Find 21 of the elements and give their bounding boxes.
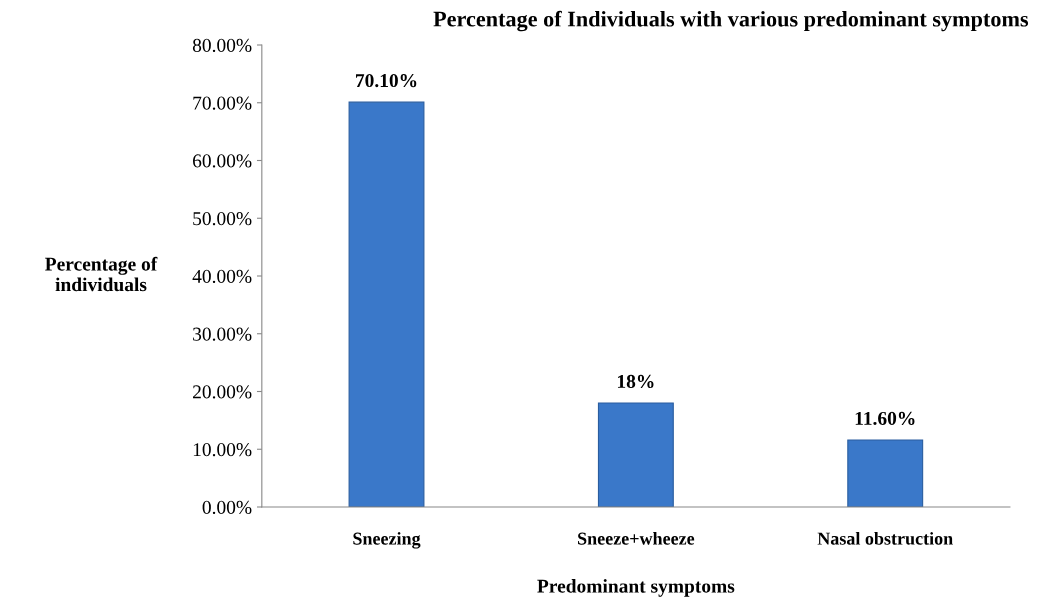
y-tick-label: 70.00%	[193, 96, 252, 110]
x-tick-label: Sneezing	[353, 532, 421, 549]
chart-title: Percentage of Individuals with various predominant symptoms	[433, 10, 1029, 32]
y-tick-label: 30.00%	[193, 327, 252, 341]
y-axis-title: Percentage of individuals	[45, 256, 158, 292]
bar	[597, 402, 674, 507]
y-tick-label: 50.00%	[193, 212, 252, 226]
data-label: 11.60%	[855, 411, 915, 426]
y-tick-label: 40.00%	[192, 269, 252, 284]
y-tick-label: 0.00%	[202, 500, 252, 515]
y-tick-label: 60.00%	[192, 154, 252, 168]
x-axis-title: Predominant symptoms	[537, 579, 735, 597]
bar	[847, 439, 924, 507]
y-tick-label: 10.00%	[193, 443, 252, 457]
y-tick-label: 20.00%	[193, 385, 252, 399]
bar	[348, 101, 425, 507]
y-tick-label: 80.00%	[192, 38, 252, 53]
x-tick-label: Nasal obstruction	[817, 532, 953, 545]
data-label: 18%	[617, 374, 654, 389]
x-tick-label: Sneeze+wheeze	[578, 532, 695, 545]
data-label: 70.10%	[356, 73, 417, 88]
